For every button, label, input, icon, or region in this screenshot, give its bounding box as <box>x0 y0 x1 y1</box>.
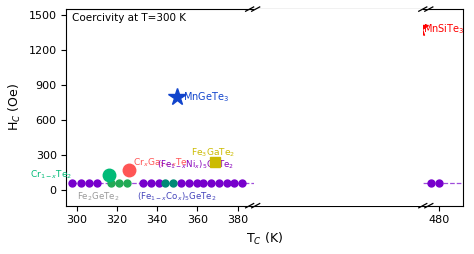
Text: Cr$_{1-x}$Te$_2$: Cr$_{1-x}$Te$_2$ <box>30 168 73 181</box>
X-axis label: T$_C$ (K): T$_C$ (K) <box>246 231 283 247</box>
Y-axis label: H$_C$ (Oe): H$_C$ (Oe) <box>7 83 23 132</box>
Text: (Fe$_{1-x}$Co$_x$)$_5$GeTe$_2$: (Fe$_{1-x}$Co$_x$)$_5$GeTe$_2$ <box>137 190 217 203</box>
Text: MnGeTe$_3$: MnGeTe$_3$ <box>183 90 229 104</box>
Text: Fe$_3$GaTe$_2$: Fe$_3$GaTe$_2$ <box>191 146 235 159</box>
Text: Cr$_x$Ga$_{1-x}$Te: Cr$_x$Ga$_{1-x}$Te <box>133 156 188 169</box>
Bar <box>254 9 423 206</box>
Text: MnSiTe$_3$: MnSiTe$_3$ <box>423 22 464 36</box>
Text: Coercivity at T=300 K: Coercivity at T=300 K <box>73 13 186 23</box>
Text: Fe$_2$GeTe$_2$: Fe$_2$GeTe$_2$ <box>77 190 120 203</box>
Text: (Fe$_{1-x}$Ni$_x$)$_5$GeTe$_2$: (Fe$_{1-x}$Ni$_x$)$_5$GeTe$_2$ <box>156 159 234 171</box>
